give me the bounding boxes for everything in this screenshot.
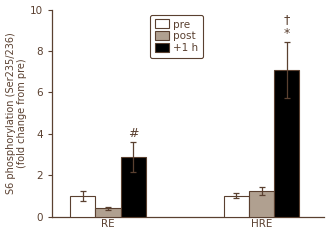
Bar: [249, 191, 274, 217]
Legend: pre, post, +1 h: pre, post, +1 h: [150, 15, 203, 58]
Bar: [224, 196, 249, 217]
Bar: [95, 208, 120, 217]
Bar: [70, 196, 95, 217]
Text: *: *: [283, 27, 290, 40]
Y-axis label: S6 phosphorylation (Ser235/236)
(fold change from pre): S6 phosphorylation (Ser235/236) (fold ch…: [6, 32, 27, 194]
Text: #: #: [128, 127, 138, 140]
Bar: [274, 70, 299, 217]
Text: †: †: [283, 13, 290, 26]
Bar: [120, 157, 146, 217]
